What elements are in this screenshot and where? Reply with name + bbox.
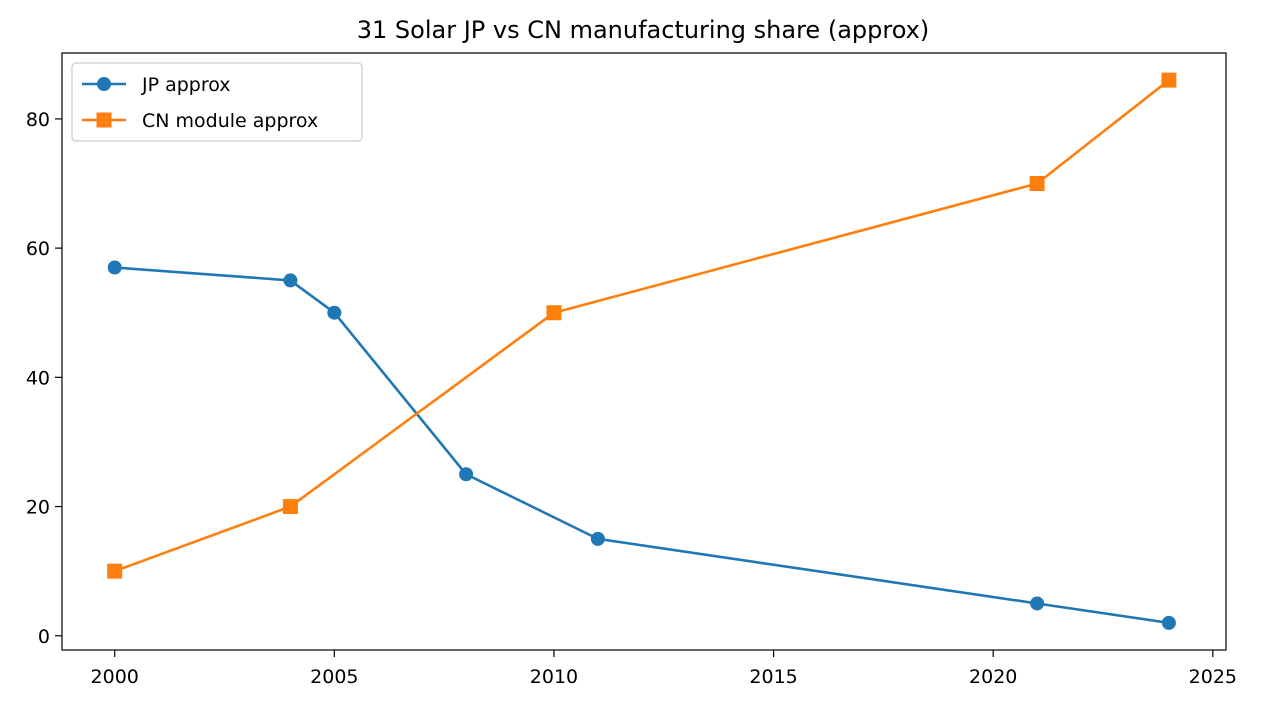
data-point-cn-module-approx bbox=[282, 499, 298, 515]
legend-marker-cn-module-approx bbox=[96, 112, 112, 128]
chart-title: 31 Solar JP vs CN manufacturing share (a… bbox=[357, 16, 929, 44]
x-tick-label: 2025 bbox=[1189, 666, 1237, 688]
legend-box bbox=[71, 62, 363, 142]
y-tick-label: 20 bbox=[26, 497, 50, 519]
y-tick-label: 0 bbox=[38, 626, 50, 648]
data-point-jp-approx bbox=[1161, 615, 1176, 630]
data-point-cn-module-approx bbox=[1029, 176, 1045, 192]
x-tick-label: 2010 bbox=[530, 666, 578, 688]
x-tick-label: 2005 bbox=[310, 666, 358, 688]
x-tick-label: 2015 bbox=[749, 666, 797, 688]
data-point-jp-approx bbox=[459, 467, 474, 482]
x-axis: 2000 2005 2010 2015 2020 2025 bbox=[91, 650, 1237, 688]
y-tick-label: 80 bbox=[26, 109, 50, 131]
x-tick-label: 2020 bbox=[969, 666, 1017, 688]
data-point-cn-module-approx bbox=[107, 563, 123, 579]
y-tick-label: 40 bbox=[26, 367, 50, 389]
legend-marker-jp-approx bbox=[97, 77, 111, 91]
y-tick-label: 60 bbox=[26, 238, 50, 260]
data-point-jp-approx bbox=[107, 260, 122, 275]
data-point-jp-approx bbox=[327, 305, 342, 320]
legend-label-jp-approx: JP approx bbox=[141, 74, 231, 96]
data-point-cn-module-approx bbox=[1161, 72, 1177, 88]
series-layer bbox=[107, 72, 1177, 630]
data-point-jp-approx bbox=[590, 531, 605, 546]
data-point-cn-module-approx bbox=[546, 305, 562, 321]
y-axis: 0 20 40 60 80 bbox=[26, 109, 62, 648]
plot-area-frame bbox=[61, 52, 1227, 651]
legend-label-cn-module-approx: CN module approx bbox=[142, 110, 318, 132]
legend: JP approx CN module approx bbox=[71, 62, 363, 142]
data-point-jp-approx bbox=[1030, 596, 1045, 611]
x-tick-label: 2000 bbox=[91, 666, 139, 688]
data-point-jp-approx bbox=[283, 273, 298, 288]
